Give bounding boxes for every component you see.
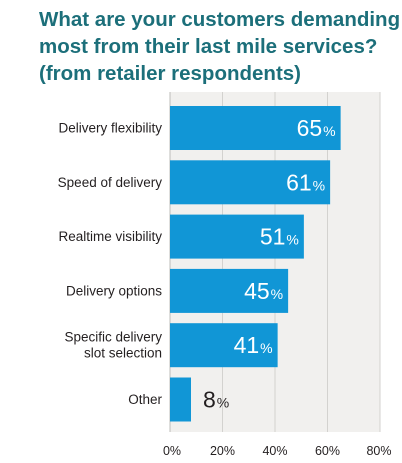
value-label: 45% — [244, 278, 283, 304]
x-tick-labels: 0% 20% 40% 60% 80% — [163, 444, 392, 458]
category-label: Other — [128, 392, 162, 407]
bar — [170, 323, 278, 368]
chart-title-line: (from retailer respondents) — [39, 62, 301, 85]
category-labels: Delivery flexibility Speed of delivery Rea… — [58, 121, 163, 408]
category-label: Delivery flexibility — [58, 121, 162, 136]
chart-title: What are your customers demanding most f… — [39, 6, 401, 87]
bar — [170, 268, 289, 313]
category-label: Realtime visibility — [58, 229, 162, 244]
category-label: Speed of delivery — [58, 175, 163, 190]
x-tick-label: 60% — [315, 444, 340, 458]
x-tick-label: 0% — [163, 444, 181, 458]
chart-title-line: What are your customers demanding — [39, 8, 401, 31]
value-label: 61% — [286, 169, 325, 195]
value-label: 51% — [260, 224, 299, 250]
x-tick-label: 40% — [262, 444, 287, 458]
bar — [170, 106, 341, 150]
x-tick-label: 80% — [366, 444, 391, 458]
value-label: 8% — [203, 387, 229, 413]
category-label: Delivery options — [66, 283, 162, 298]
bar — [170, 377, 191, 422]
bar — [170, 214, 304, 259]
value-label: 65% — [297, 115, 336, 141]
bars — [170, 106, 341, 422]
bar — [170, 160, 331, 205]
x-tick-label: 20% — [210, 444, 235, 458]
value-label: 41% — [234, 332, 273, 358]
chart-title-line: most from their last mile services? — [39, 35, 378, 58]
value-labels: 65% 61% 51% 45% 41% 8% — [203, 115, 336, 413]
category-label: Specific delivery slot selection — [64, 330, 162, 361]
